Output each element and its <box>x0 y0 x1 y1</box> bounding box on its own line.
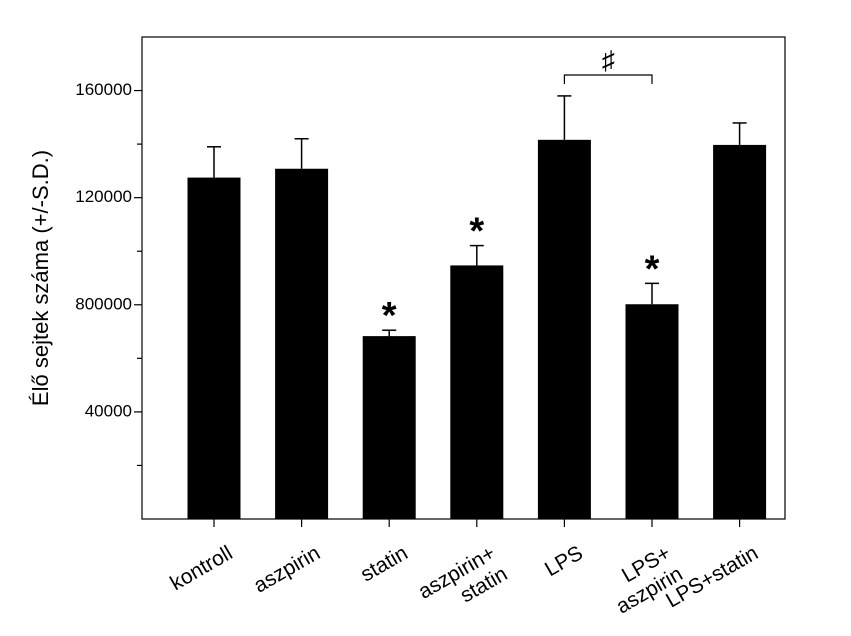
x-tick-label: LPS <box>541 541 587 581</box>
significance-mark: * <box>382 295 397 337</box>
bar <box>537 139 591 519</box>
y-tick-label: 800000 <box>75 294 132 313</box>
bar <box>625 304 679 519</box>
bar <box>713 144 767 520</box>
y-axis-label: Élő sejtek száma (+/-S.D.) <box>28 150 53 406</box>
x-tick-label: aszpirin <box>250 541 324 597</box>
significance-mark: * <box>469 211 484 253</box>
significance-mark: * <box>645 248 660 290</box>
y-tick-label: 160000 <box>75 80 132 99</box>
y-tick-label: 120000 <box>75 187 132 206</box>
bar <box>275 168 329 519</box>
x-tick-label: statin <box>357 541 412 586</box>
x-tick-label: kontroll <box>166 541 236 595</box>
bracket <box>563 74 653 84</box>
y-tick-label: 40000 <box>85 401 132 420</box>
bar <box>362 336 416 519</box>
x-tick-label: aszpirin+statin <box>414 541 511 624</box>
bracket-label: ♯ <box>602 45 615 75</box>
bar <box>450 265 504 519</box>
bar <box>187 177 241 520</box>
